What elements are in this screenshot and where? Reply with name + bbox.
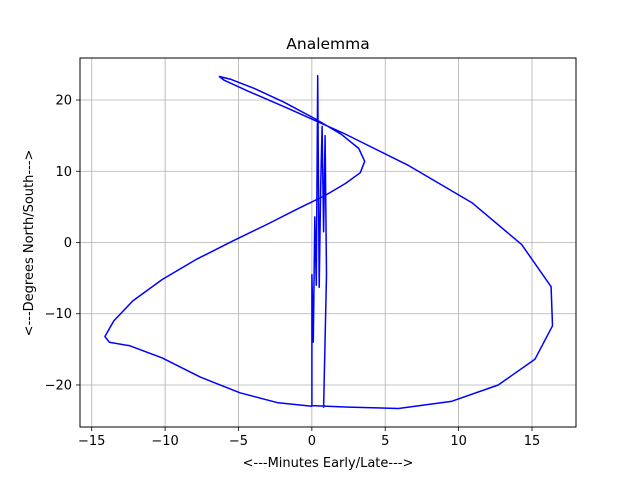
x-tick-label: 15 [524,434,541,449]
axis-ticks: −15 −10 −5 0 5 10 15 −20 −10 0 10 20 [45,94,541,449]
x-tick-label: 0 [308,434,316,449]
series-layer [104,75,554,410]
analemma-line [104,75,554,410]
x-tick-label: 10 [450,434,467,449]
grid-lines [80,58,576,427]
y-tick-label: 10 [55,165,72,180]
chart-title: Analemma [286,35,369,53]
y-axis-title: <---Degrees North/South---> [22,150,37,337]
x-axis-title: <---Minutes Early/Late---> [243,456,414,471]
x-tick-label: 5 [381,434,389,449]
y-tick-label: −20 [45,378,72,393]
y-tick-label: −10 [45,307,72,322]
x-tick-label: −10 [151,434,178,449]
y-tick-label: 20 [55,94,72,109]
x-tick-label: −15 [78,434,105,449]
x-tick-label: −5 [229,434,248,449]
y-tick-label: 0 [64,236,72,251]
